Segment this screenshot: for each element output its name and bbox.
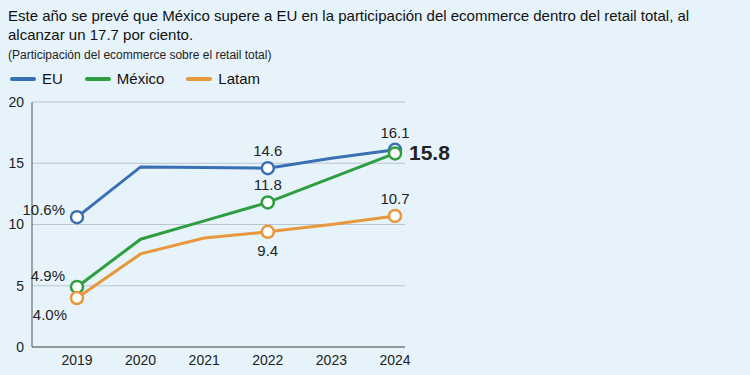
html-text:EU: EU xyxy=(42,70,63,87)
svg-text:10.7: 10.7 xyxy=(380,190,409,207)
svg-text:9.4: 9.4 xyxy=(257,242,278,259)
svg-text:2024: 2024 xyxy=(379,352,410,368)
svg-text:2019: 2019 xyxy=(61,352,92,368)
svg-text:2021: 2021 xyxy=(189,352,220,368)
svg-text:2022: 2022 xyxy=(252,352,283,368)
svg-text:10.6%: 10.6% xyxy=(22,201,65,218)
svg-text:10: 10 xyxy=(8,216,24,232)
svg-text:2020: 2020 xyxy=(125,352,156,368)
svg-text:15.8: 15.8 xyxy=(409,141,450,164)
svg-text:20: 20 xyxy=(8,94,24,110)
svg-text:2023: 2023 xyxy=(316,352,347,368)
svg-text:0: 0 xyxy=(16,339,24,355)
svg-text:4.0%: 4.0% xyxy=(33,306,67,323)
svg-text:11.8: 11.8 xyxy=(254,176,282,193)
svg-text:16.1: 16.1 xyxy=(380,124,409,141)
svg-text:4.9%: 4.9% xyxy=(31,267,65,284)
html-text:Este año se prevé que México s: Este año se prevé que México supere a EU… xyxy=(8,7,690,43)
html-text:México: México xyxy=(116,70,165,87)
html-text:Latam: Latam xyxy=(218,70,261,87)
svg-text:15: 15 xyxy=(8,155,24,171)
svg-text:14.6: 14.6 xyxy=(253,142,282,159)
svg-text:5: 5 xyxy=(16,278,24,294)
html-text:(Participación del ecommerce s: (Participación del ecommerce sobre el re… xyxy=(8,48,272,62)
